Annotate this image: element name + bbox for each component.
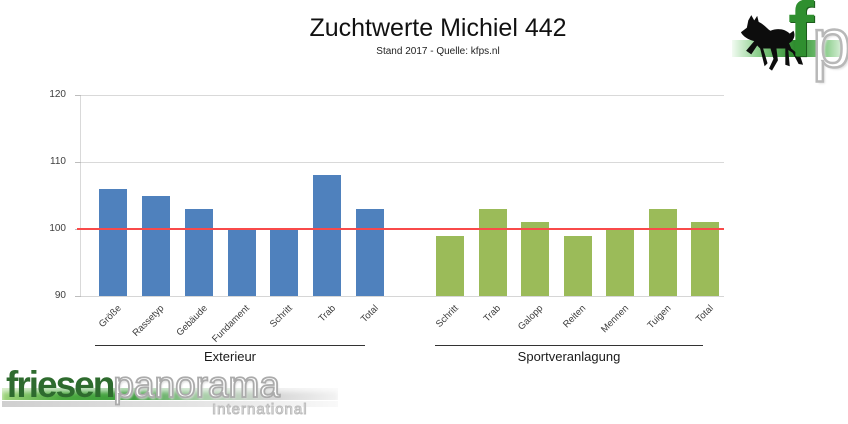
category-label-reiten: Reiten [561, 303, 589, 331]
y-tick-120 [75, 95, 81, 96]
footer-wordmark: friesenpanorama [6, 363, 281, 406]
category-label-galopp: Galopp [516, 303, 546, 333]
category-label-größe: Größe [96, 303, 124, 330]
y-axis-label-110: 110 [50, 156, 66, 167]
bar-exterieur-fundament [227, 229, 256, 296]
category-label-total: Total [358, 303, 381, 325]
wordmark-panorama: panorama [112, 363, 280, 406]
group-label-sportveranlagung: Sportveranlagung [517, 349, 621, 364]
logo-letter-f: f [788, 0, 814, 73]
y-axis-label-100: 100 [49, 223, 66, 234]
logo-letter-p: p [811, 4, 848, 82]
friesenpanorama-logo: friesenpanorama International [2, 363, 342, 422]
bar-sportveranlagung-reiten [563, 235, 592, 296]
bar-exterieur-schritt [270, 229, 299, 296]
bar-sportveranlagung-total [691, 222, 719, 296]
bar-exterieur-größe [99, 188, 127, 296]
category-labels: Größe Rassetyp Gebäude Fundament Schritt Trab… [80, 301, 723, 349]
category-label-schritt: Schritt [433, 303, 461, 330]
wordmark-international: International [212, 401, 308, 419]
bar-exterieur-total [356, 208, 384, 296]
category-label-total: Total [693, 303, 716, 325]
chart-header: Zuchtwerte Michiel 442 Stand 2017 - Quel… [28, 14, 848, 57]
category-label-fundament: Fundament [210, 303, 253, 345]
reference-line [77, 228, 724, 230]
bar-sportveranlagung-trab [478, 208, 507, 296]
gridline-110 [81, 162, 724, 163]
page-subtitle: Stand 2017 - Quelle: kfps.nl [376, 46, 500, 57]
category-label-trab: Trab [316, 303, 338, 325]
horse-icon [740, 15, 804, 71]
group-underline-exterieur [95, 345, 365, 346]
y-axis-label-90: 90 [54, 290, 66, 301]
bar-sportveranlagung-schritt [436, 235, 464, 296]
kfp-corner-logo: p f [732, 0, 848, 86]
plot-area [75, 95, 724, 297]
bar-sportveranlagung-tuigen [648, 208, 677, 296]
footer-gray-band [2, 401, 338, 407]
category-label-mennen: Mennen [598, 303, 631, 336]
bar-sportveranlagung-mennen [606, 229, 634, 296]
bar-exterieur-trab [313, 175, 342, 296]
y-tick-90 [75, 296, 81, 297]
wordmark-friesen: friesen [6, 364, 115, 405]
bar-exterieur-gebäude [184, 208, 213, 296]
footer-gradient-band [2, 388, 338, 400]
y-axis-label-120: 120 [49, 89, 66, 100]
category-label-tuigen: Tuigen [645, 303, 674, 332]
page-title: Zuchtwerte Michiel 442 [309, 14, 567, 42]
chart: 90 100 110 120 Größe Rassetyp Gebäude Fundamen… [49, 89, 724, 364]
category-label-gebäude: Gebäude [174, 303, 210, 339]
bar-sportveranlagung-galopp [521, 222, 549, 296]
group-label-exterieur: Exterieur [203, 349, 257, 364]
category-label-trab: Trab [481, 303, 504, 325]
y-tick-110 [75, 162, 81, 163]
y-axis-labels: 90 100 110 120 [32, 89, 72, 301]
group-underline-sportveranlagung [435, 345, 703, 346]
category-label-rassetyp: Rassetyp [130, 303, 167, 339]
gridline-120 [81, 95, 724, 96]
bar-exterieur-rassetyp [141, 195, 170, 296]
category-label-schritt: Schritt [268, 303, 296, 330]
